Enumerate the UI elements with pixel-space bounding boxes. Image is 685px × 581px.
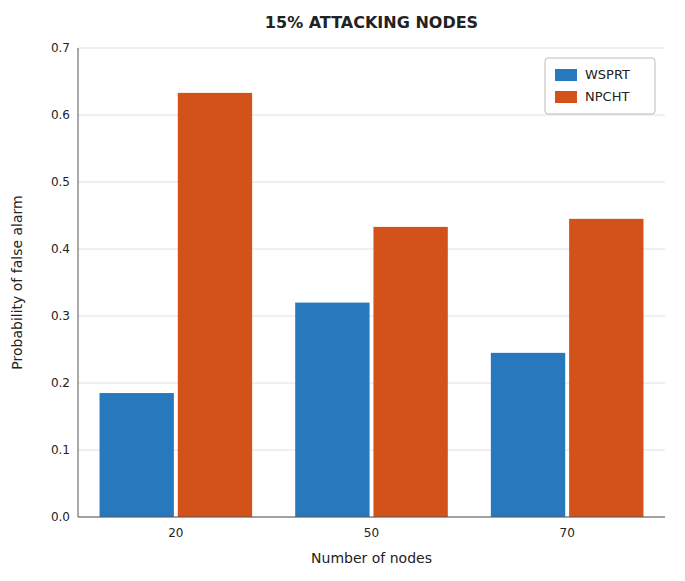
bar xyxy=(569,219,643,517)
grid-line xyxy=(78,517,665,518)
y-tick-label: 0.0 xyxy=(51,510,70,524)
bar xyxy=(491,353,565,517)
chart-svg: 0.0 0.1 0.2 0.3 0.4 0.5 0.6 0.7 20 50 70 15% ATTACK… xyxy=(0,0,685,581)
bar xyxy=(373,227,447,517)
y-tick-label: 0.3 xyxy=(51,309,70,323)
legend-label: WSPRT xyxy=(585,67,630,82)
y-tick-label: 0.7 xyxy=(51,41,70,55)
x-axis-line xyxy=(78,517,665,518)
title: 15% ATTACKING NODES xyxy=(265,13,478,32)
legend: WSPRT NPCHT xyxy=(545,58,655,114)
chart-container: 0.0 0.1 0.2 0.3 0.4 0.5 0.6 0.7 20 50 70 15% ATTACK… xyxy=(0,0,685,581)
legend-box xyxy=(545,58,655,114)
legend-label: NPCHT xyxy=(585,89,629,104)
y-axis-line xyxy=(78,48,79,517)
grid-line xyxy=(78,48,665,49)
x-tick-label: 20 xyxy=(168,526,183,540)
y-axis-label: Probability of false alarm xyxy=(9,195,25,369)
x-tick-label: 50 xyxy=(364,526,379,540)
x-axis-label: Number of nodes xyxy=(311,550,432,566)
y-tick-label: 0.6 xyxy=(51,108,70,122)
y-tick-label: 0.1 xyxy=(51,443,70,457)
y-tick-label: 0.2 xyxy=(51,376,70,390)
x-tick-label: 70 xyxy=(560,526,575,540)
bar xyxy=(100,393,174,517)
grid-line xyxy=(78,115,665,116)
grid xyxy=(78,48,665,517)
y-tick-label: 0.5 xyxy=(51,175,70,189)
y-tick-label: 0.4 xyxy=(51,242,70,256)
y-axis: 0.0 0.1 0.2 0.3 0.4 0.5 0.6 0.7 xyxy=(51,41,70,524)
grid-line xyxy=(78,182,665,183)
bars xyxy=(100,93,644,517)
bar xyxy=(178,93,252,517)
legend-swatch xyxy=(555,91,577,103)
bar xyxy=(295,303,369,517)
x-axis: 20 50 70 xyxy=(168,526,575,540)
legend-swatch xyxy=(555,69,577,81)
